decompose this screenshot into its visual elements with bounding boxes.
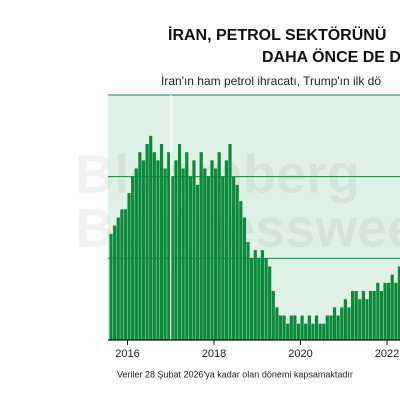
bar [311, 323, 315, 340]
bar [217, 152, 221, 340]
bar [282, 315, 286, 340]
bar [235, 184, 239, 340]
bar [177, 144, 182, 340]
bar [343, 299, 347, 340]
bar [286, 323, 290, 340]
bar [181, 168, 185, 340]
bar [246, 242, 250, 340]
bar [195, 184, 200, 340]
bar [314, 315, 319, 340]
x-tick-label: 2022 [375, 348, 399, 360]
bar [185, 152, 189, 340]
bar [152, 152, 156, 340]
x-tick-label: 2020 [288, 348, 312, 360]
bar [123, 209, 128, 340]
bar [156, 160, 160, 340]
bar [213, 168, 218, 340]
bar [221, 176, 225, 340]
bar [163, 168, 167, 340]
chart-title: İRAN, PETROL SEKTÖRÜNÜ [168, 25, 386, 44]
bar [188, 176, 192, 340]
bar [293, 315, 297, 340]
bar [134, 168, 138, 340]
bar [239, 201, 243, 340]
bar [149, 135, 153, 340]
bar [120, 209, 124, 340]
bar [329, 315, 333, 340]
bar [318, 323, 322, 340]
bar [304, 323, 308, 340]
bar [199, 152, 203, 340]
bar [289, 315, 293, 340]
x-tick-label: 2018 [202, 348, 226, 360]
bar [372, 291, 376, 340]
bar [131, 176, 135, 340]
bar [174, 160, 178, 340]
bar [379, 291, 384, 340]
x-tick-label: 2016 [115, 348, 139, 360]
bar [116, 217, 120, 340]
bar [275, 307, 279, 340]
bar [300, 315, 304, 340]
bar [368, 291, 373, 340]
bar [332, 307, 337, 340]
bar [113, 225, 117, 340]
bar [167, 152, 171, 340]
footnote: Veriler 28 Şubat 2026'ya kadar olan döne… [117, 369, 353, 379]
bar [228, 144, 232, 340]
chart-title: DAHA ÖNCE DE D [262, 47, 400, 66]
bar [350, 291, 355, 340]
bar [347, 307, 351, 340]
bar [387, 282, 391, 340]
bar [141, 160, 146, 340]
bar [109, 233, 113, 340]
bar [358, 299, 362, 340]
watermark: Bloomberg [75, 144, 360, 204]
bar [271, 291, 275, 340]
bar [268, 266, 272, 340]
bar [340, 307, 344, 340]
bar [325, 315, 329, 340]
bar [260, 250, 265, 340]
bar [264, 258, 268, 340]
bar [145, 144, 149, 340]
bar [354, 291, 358, 340]
bar [376, 282, 380, 340]
bar [278, 315, 283, 340]
bar [390, 274, 394, 340]
bar [210, 160, 214, 340]
bar [394, 282, 398, 340]
chart-subtitle: İran'ın ham petrol ihracatı, Trump'ın il… [161, 74, 381, 88]
bar [397, 266, 400, 340]
bar [361, 291, 366, 340]
bar [203, 168, 207, 340]
bar [127, 193, 131, 340]
bar [159, 144, 164, 340]
bar [383, 282, 387, 340]
bar [365, 299, 369, 340]
bar [257, 258, 261, 340]
bar [322, 323, 326, 340]
bar [206, 176, 210, 340]
bar [336, 315, 340, 340]
bar [138, 152, 142, 340]
bar [192, 160, 196, 340]
bar [224, 160, 229, 340]
bar [296, 323, 301, 340]
bar [232, 176, 236, 340]
bar [253, 250, 257, 340]
bar [250, 258, 254, 340]
bar [307, 315, 311, 340]
bar [170, 176, 174, 340]
bar [242, 217, 247, 340]
